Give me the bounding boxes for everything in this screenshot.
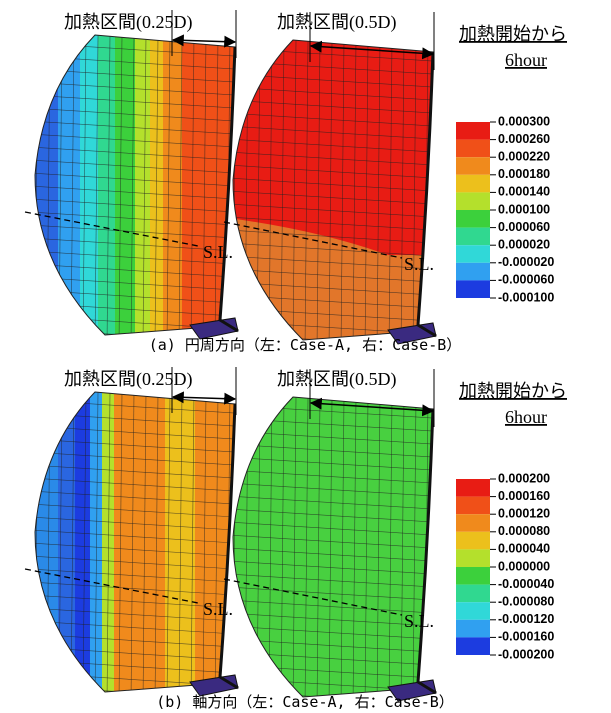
colorbar-swatch (456, 514, 490, 532)
colorbar-label: 0.000160 (498, 489, 550, 503)
colorbar-label: 0.000000 (498, 559, 550, 573)
legend-title: 加熱開始から (459, 381, 567, 401)
colorbar-swatch (456, 228, 490, 246)
colorbar-label: -0.000100 (498, 290, 554, 304)
colorbar-label: -0.000200 (498, 647, 554, 661)
shell (228, 35, 448, 361)
contour-band (58, 30, 81, 350)
arrow (173, 40, 235, 42)
colorbar-swatch (456, 122, 490, 140)
heated-section-label: 加熱区間(0.25D) (64, 12, 193, 33)
colorbar-swatch (456, 175, 490, 193)
contour-band (150, 30, 164, 350)
colorbar-label: -0.000020 (498, 255, 554, 269)
contour-band (30, 387, 59, 707)
colorbar-swatch (456, 192, 490, 210)
heated-section-label: 加熱区間(0.25D) (64, 369, 193, 390)
contour-band (115, 30, 136, 350)
colorbar-swatch (456, 479, 490, 497)
sl-label: S.L. (404, 254, 434, 274)
colorbar-label: -0.000160 (498, 630, 554, 644)
mesh-line (437, 397, 440, 707)
legend-title: 6hour (505, 407, 547, 427)
panel: 加熱区間(0.25D) 加熱区間(0.5D) S.L. S.L. 加熱開始から 6hour… (25, 10, 567, 361)
legend-title: 6hour (505, 50, 547, 70)
colorbar-label: 0.000120 (498, 506, 550, 520)
colorbar-swatch (456, 532, 490, 550)
colorbar-label: 0.000100 (498, 202, 550, 216)
heated-section-label: 加熱区間(0.5D) (277, 12, 397, 33)
mesh-line (437, 40, 440, 350)
heated-section-label: 加熱区間(0.5D) (277, 369, 397, 390)
arrow (173, 397, 235, 399)
colorbar-swatch (456, 585, 490, 603)
colorbar-label: -0.000060 (498, 273, 554, 287)
colorbar-label: -0.000080 (498, 594, 554, 608)
colorbar-swatch (456, 497, 490, 515)
caption: (b) 軸方向（左：Case-A, 右：Case-B） (156, 693, 454, 711)
colorbar-label: 0.000260 (498, 132, 550, 146)
colorbar-label: 0.000080 (498, 524, 550, 538)
contour-band (135, 30, 151, 350)
colorbar-label: 0.000140 (498, 185, 550, 199)
legend-title: 加熱開始から (459, 24, 567, 44)
colorbar-swatch (456, 620, 490, 638)
colorbar-swatch (456, 602, 490, 620)
shell (228, 392, 448, 713)
colorbar-label: 0.000220 (498, 149, 550, 163)
colorbar-swatch (456, 567, 490, 585)
shell (30, 30, 251, 356)
colorbar-swatch (456, 263, 490, 281)
colorbar-label: 0.000200 (498, 471, 550, 485)
sl-label: S.L. (203, 242, 233, 262)
shell (30, 387, 251, 713)
colorbar-label: 0.000180 (498, 167, 550, 181)
colorbar-label: -0.000040 (498, 577, 554, 591)
colorbar-label: 0.000020 (498, 237, 550, 251)
colorbar-label: 0.000060 (498, 220, 550, 234)
colorbar-swatch (456, 280, 490, 298)
colorbar-swatch (456, 549, 490, 567)
contour-band (98, 30, 116, 350)
colorbar-swatch (456, 157, 490, 175)
panel: 加熱区間(0.25D) 加熱区間(0.5D) S.L. S.L. 加熱開始から 6hour… (25, 367, 567, 713)
colorbar-swatch (456, 637, 490, 655)
colorbar-label: 0.000300 (498, 114, 550, 128)
figure: 加熱区間(0.25D) 加熱区間(0.5D) S.L. S.L. 加熱開始から 6hour… (0, 0, 611, 713)
sl-label: S.L. (203, 599, 233, 619)
colorbar-swatch (456, 210, 490, 228)
colorbar-swatch (456, 245, 490, 263)
colorbar-swatch (456, 140, 490, 158)
shell-contour (30, 30, 251, 356)
caption: (a) 円周方向（左：Case-A, 右：Case-B） (149, 336, 462, 354)
colorbar-label: -0.000120 (498, 612, 554, 626)
colorbar-label: 0.000040 (498, 542, 550, 556)
sl-label: S.L. (404, 611, 434, 631)
shell-contour (30, 387, 251, 713)
contour-band (30, 30, 59, 350)
